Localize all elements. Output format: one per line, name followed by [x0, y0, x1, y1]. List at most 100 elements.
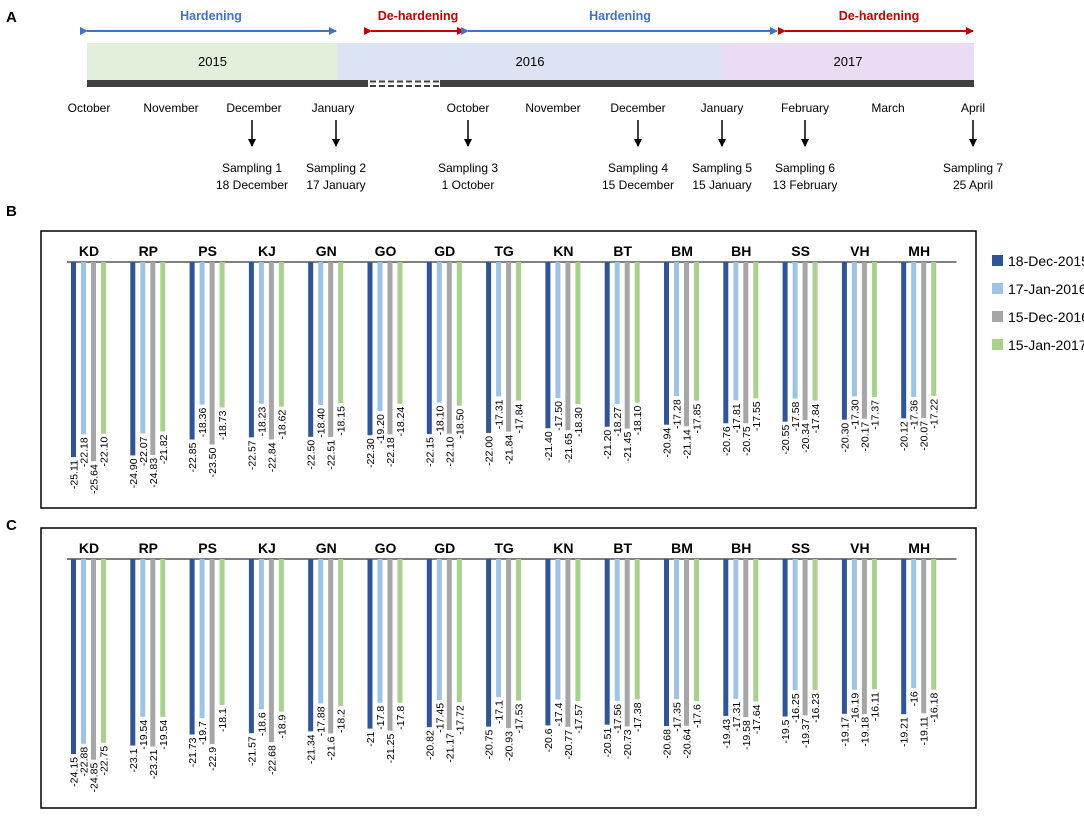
bar-BH-3 — [753, 262, 759, 399]
data-label-BM-0: -20.68 — [662, 729, 674, 759]
data-label-VH-3: -16.11 — [869, 692, 881, 721]
data-label-SS-3: -16.23 — [810, 693, 822, 723]
data-label-PS-3: -18.1 — [217, 708, 229, 732]
data-label-MH-2: -20.07 — [919, 421, 931, 451]
bar-BM-2 — [684, 262, 689, 427]
bar-BH-0 — [723, 559, 729, 716]
data-label-KJ-1: -18.23 — [256, 406, 268, 436]
bar-KD-1 — [81, 262, 86, 435]
bar-GD-2 — [446, 262, 452, 434]
data-label-KJ-0: -21.57 — [246, 736, 258, 766]
month-label: October — [68, 101, 111, 115]
data-label-MH-1: -16 — [909, 691, 921, 706]
bar-KD-2 — [91, 559, 96, 760]
data-label-PS-3: -18.73 — [217, 410, 229, 440]
bar-RP-1 — [140, 262, 146, 434]
category-label-KN: KN — [553, 243, 573, 259]
data-label-MH-3: -17.22 — [929, 399, 941, 429]
bar-VH-3 — [871, 262, 877, 397]
bar-MH-2 — [921, 262, 927, 418]
data-label-SS-2: -19.37 — [800, 718, 812, 748]
data-label-VH-1: -16.19 — [849, 693, 861, 723]
bar-PS-3 — [219, 559, 225, 706]
data-label-GD-1: -18.10 — [434, 405, 446, 435]
bar-TG-1 — [496, 262, 502, 397]
bar-GO-0 — [367, 559, 373, 729]
bar-VH-3 — [871, 559, 877, 690]
bar-MH-1 — [911, 262, 917, 397]
bar-GN-2 — [328, 262, 334, 437]
phase-label-2: Hardening — [589, 9, 651, 23]
phase-label-3: De-hardening — [839, 9, 920, 23]
year-band-2015 — [87, 43, 338, 80]
bar-VH-1 — [851, 262, 857, 397]
sampling-title-7: Sampling 7 — [943, 161, 1003, 175]
data-label-RP-3: -21.82 — [158, 434, 170, 464]
data-label-GD-2: -21.17 — [444, 733, 456, 763]
category-label-GD: GD — [434, 540, 455, 556]
data-label-KD-2: -25.64 — [89, 464, 101, 494]
data-label-SS-1: -16.25 — [790, 693, 802, 723]
data-label-TG-1: -17.31 — [494, 399, 506, 429]
data-label-BM-0: -20.94 — [662, 428, 674, 458]
category-label-SS: SS — [791, 540, 810, 556]
data-label-KN-0: -20.6 — [543, 728, 555, 752]
data-label-BT-2: -21.45 — [622, 431, 634, 461]
year-label-2016: 2016 — [516, 54, 545, 69]
bar-BM-3 — [694, 559, 699, 702]
sampling-date-7: 25 April — [953, 178, 993, 192]
timeline-panel: Hardening De-hardening Hardening De-hardeni… — [68, 9, 1004, 192]
category-label-MH: MH — [908, 243, 930, 259]
sampling-title-4: Sampling 4 — [608, 161, 668, 175]
bar-GD-1 — [436, 559, 442, 700]
sampling-title-5: Sampling 5 — [692, 161, 752, 175]
category-label-GO: GO — [375, 540, 397, 556]
bar-KN-3 — [575, 262, 581, 405]
data-label-KN-3: -17.57 — [573, 704, 585, 734]
data-label-TG-2: -20.93 — [504, 731, 516, 761]
data-label-BT-0: -21.20 — [602, 430, 614, 460]
bar-RP-2 — [150, 262, 156, 455]
time-axis-left — [87, 80, 368, 87]
bar-GD-2 — [446, 559, 452, 730]
bar-MH-3 — [931, 262, 937, 396]
data-label-RP-0: -23.1 — [128, 748, 140, 772]
data-label-KJ-3: -18.62 — [276, 410, 288, 440]
data-label-TG-0: -22.00 — [484, 436, 496, 466]
year-band-2016 — [338, 43, 722, 80]
data-label-GD-1: -17.45 — [434, 703, 446, 733]
category-label-BH: BH — [731, 243, 751, 259]
data-label-RP-1: -22.07 — [138, 436, 150, 466]
sampling-date-4: 15 December — [602, 178, 674, 192]
sampling-date-3: 1 October — [442, 178, 495, 192]
category-label-KN: KN — [553, 540, 573, 556]
bar-TG-1 — [496, 559, 502, 698]
data-label-MH-1: -17.36 — [909, 400, 921, 430]
data-label-KJ-1: -18.6 — [256, 712, 268, 736]
bar-PS-2 — [209, 262, 215, 445]
data-label-TG-3: -17.53 — [514, 703, 526, 733]
bar-KD-3 — [101, 559, 106, 743]
data-label-BM-1: -17.28 — [672, 399, 684, 429]
bar-GN-3 — [338, 559, 344, 706]
category-label-BT: BT — [613, 243, 632, 259]
data-label-RP-3: -19.54 — [158, 720, 170, 750]
bar-RP-0 — [130, 262, 136, 456]
bar-GO-0 — [367, 262, 373, 436]
data-label-GO-1: -17.8 — [375, 706, 387, 730]
bar-PS-1 — [199, 262, 205, 405]
bar-RP-2 — [150, 559, 156, 747]
data-label-KD-0: -24.15 — [69, 757, 81, 787]
sampling-title-3: Sampling 3 — [438, 161, 498, 175]
bar-GO-2 — [387, 559, 393, 731]
data-label-RP-2: -23.21 — [148, 749, 160, 779]
bar-KJ-0 — [248, 559, 254, 734]
data-label-GO-3: -17.8 — [395, 706, 407, 730]
data-label-KD-3: -22.75 — [99, 746, 111, 776]
data-label-KD-1: -22.18 — [79, 437, 91, 467]
bar-KJ-2 — [268, 559, 274, 743]
category-label-PS: PS — [198, 243, 217, 259]
legend-swatch-2 — [992, 311, 1003, 322]
panel-label-b: B — [6, 203, 17, 220]
bar-TG-3 — [516, 262, 522, 401]
